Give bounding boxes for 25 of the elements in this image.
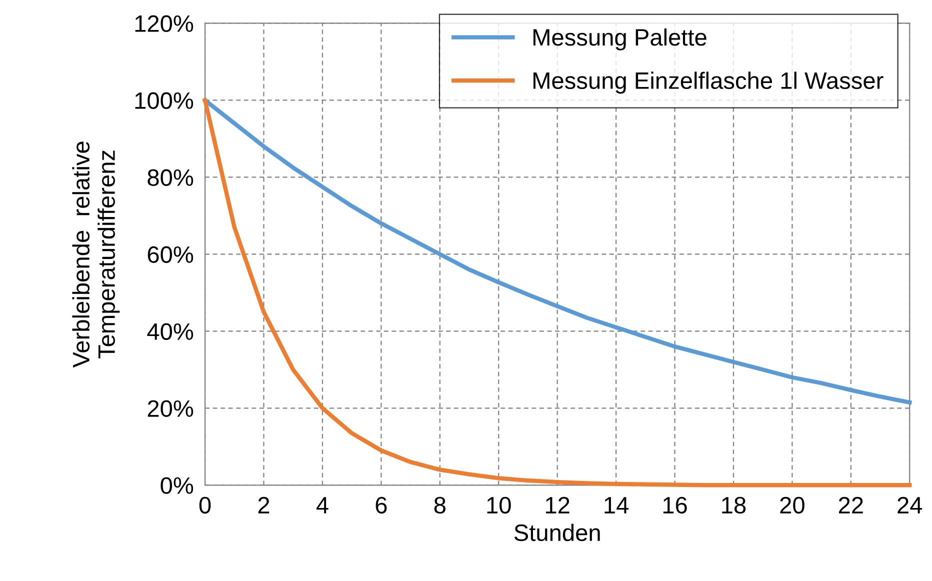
x-tick-label: 6	[376, 496, 387, 514]
y-tick-label: 80%	[148, 169, 194, 186]
legend-label: Messung Palette	[533, 28, 706, 50]
x-tick-label: 20	[780, 496, 804, 514]
y-tick-label: 60%	[148, 246, 194, 263]
legend-label: Messung Einzelflasche 1l Wasser	[533, 72, 884, 94]
x-tick-label: 22	[838, 496, 863, 514]
x-tick-label: 18	[722, 496, 746, 514]
x-tick-label: 8	[434, 496, 446, 514]
y-tick-label: 20%	[148, 400, 194, 417]
x-tick-label: 2	[258, 496, 270, 514]
y-tick-label: 40%	[147, 323, 194, 340]
x-tick-label: 12	[546, 496, 570, 514]
y-axis-title: Verbleibende relative Temperaturdifferenz	[72, 142, 120, 368]
x-tick-label: 4	[316, 497, 328, 514]
y-tick-label: 100%	[135, 92, 194, 110]
y-tick-label: 120%	[135, 15, 194, 32]
y-tick-label: 0%	[160, 477, 194, 494]
x-tick-label: 24	[898, 496, 922, 514]
x-tick-label: 10	[487, 496, 511, 514]
x-tick-label: 16	[663, 496, 687, 514]
x-tick-label: 0	[199, 496, 211, 514]
x-axis-title: Stunden	[514, 524, 600, 542]
x-tick-label: 14	[604, 497, 628, 514]
line-series	[202, 98, 912, 404]
